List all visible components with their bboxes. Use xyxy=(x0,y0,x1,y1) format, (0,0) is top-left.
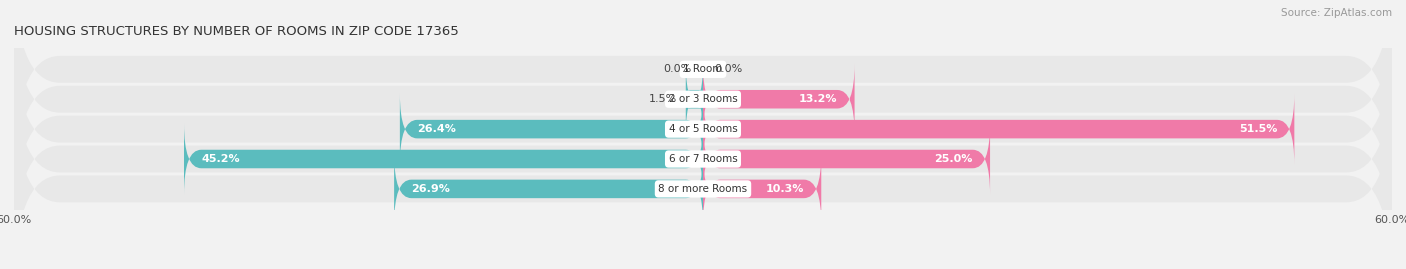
Text: 51.5%: 51.5% xyxy=(1239,124,1277,134)
Text: 26.4%: 26.4% xyxy=(418,124,456,134)
FancyBboxPatch shape xyxy=(14,23,1392,235)
FancyBboxPatch shape xyxy=(703,94,1295,165)
FancyBboxPatch shape xyxy=(703,153,821,224)
Text: HOUSING STRUCTURES BY NUMBER OF ROOMS IN ZIP CODE 17365: HOUSING STRUCTURES BY NUMBER OF ROOMS IN… xyxy=(14,24,458,38)
FancyBboxPatch shape xyxy=(14,0,1392,205)
Text: 6 or 7 Rooms: 6 or 7 Rooms xyxy=(669,154,737,164)
FancyBboxPatch shape xyxy=(394,153,703,224)
Text: 10.3%: 10.3% xyxy=(766,184,804,194)
FancyBboxPatch shape xyxy=(703,64,855,135)
Text: 4 or 5 Rooms: 4 or 5 Rooms xyxy=(669,124,737,134)
Text: 13.2%: 13.2% xyxy=(799,94,838,104)
Text: Source: ZipAtlas.com: Source: ZipAtlas.com xyxy=(1281,8,1392,18)
Text: 8 or more Rooms: 8 or more Rooms xyxy=(658,184,748,194)
FancyBboxPatch shape xyxy=(14,83,1392,269)
FancyBboxPatch shape xyxy=(703,123,990,194)
Text: 0.0%: 0.0% xyxy=(664,64,692,74)
FancyBboxPatch shape xyxy=(184,123,703,194)
FancyBboxPatch shape xyxy=(14,0,1392,175)
FancyBboxPatch shape xyxy=(14,53,1392,265)
Text: 2 or 3 Rooms: 2 or 3 Rooms xyxy=(669,94,737,104)
Text: 0.0%: 0.0% xyxy=(714,64,742,74)
FancyBboxPatch shape xyxy=(686,64,703,135)
Text: 1.5%: 1.5% xyxy=(648,94,676,104)
FancyBboxPatch shape xyxy=(399,94,703,165)
Text: 45.2%: 45.2% xyxy=(201,154,240,164)
Text: 26.9%: 26.9% xyxy=(412,184,450,194)
Text: 25.0%: 25.0% xyxy=(935,154,973,164)
Text: 1 Room: 1 Room xyxy=(683,64,723,74)
